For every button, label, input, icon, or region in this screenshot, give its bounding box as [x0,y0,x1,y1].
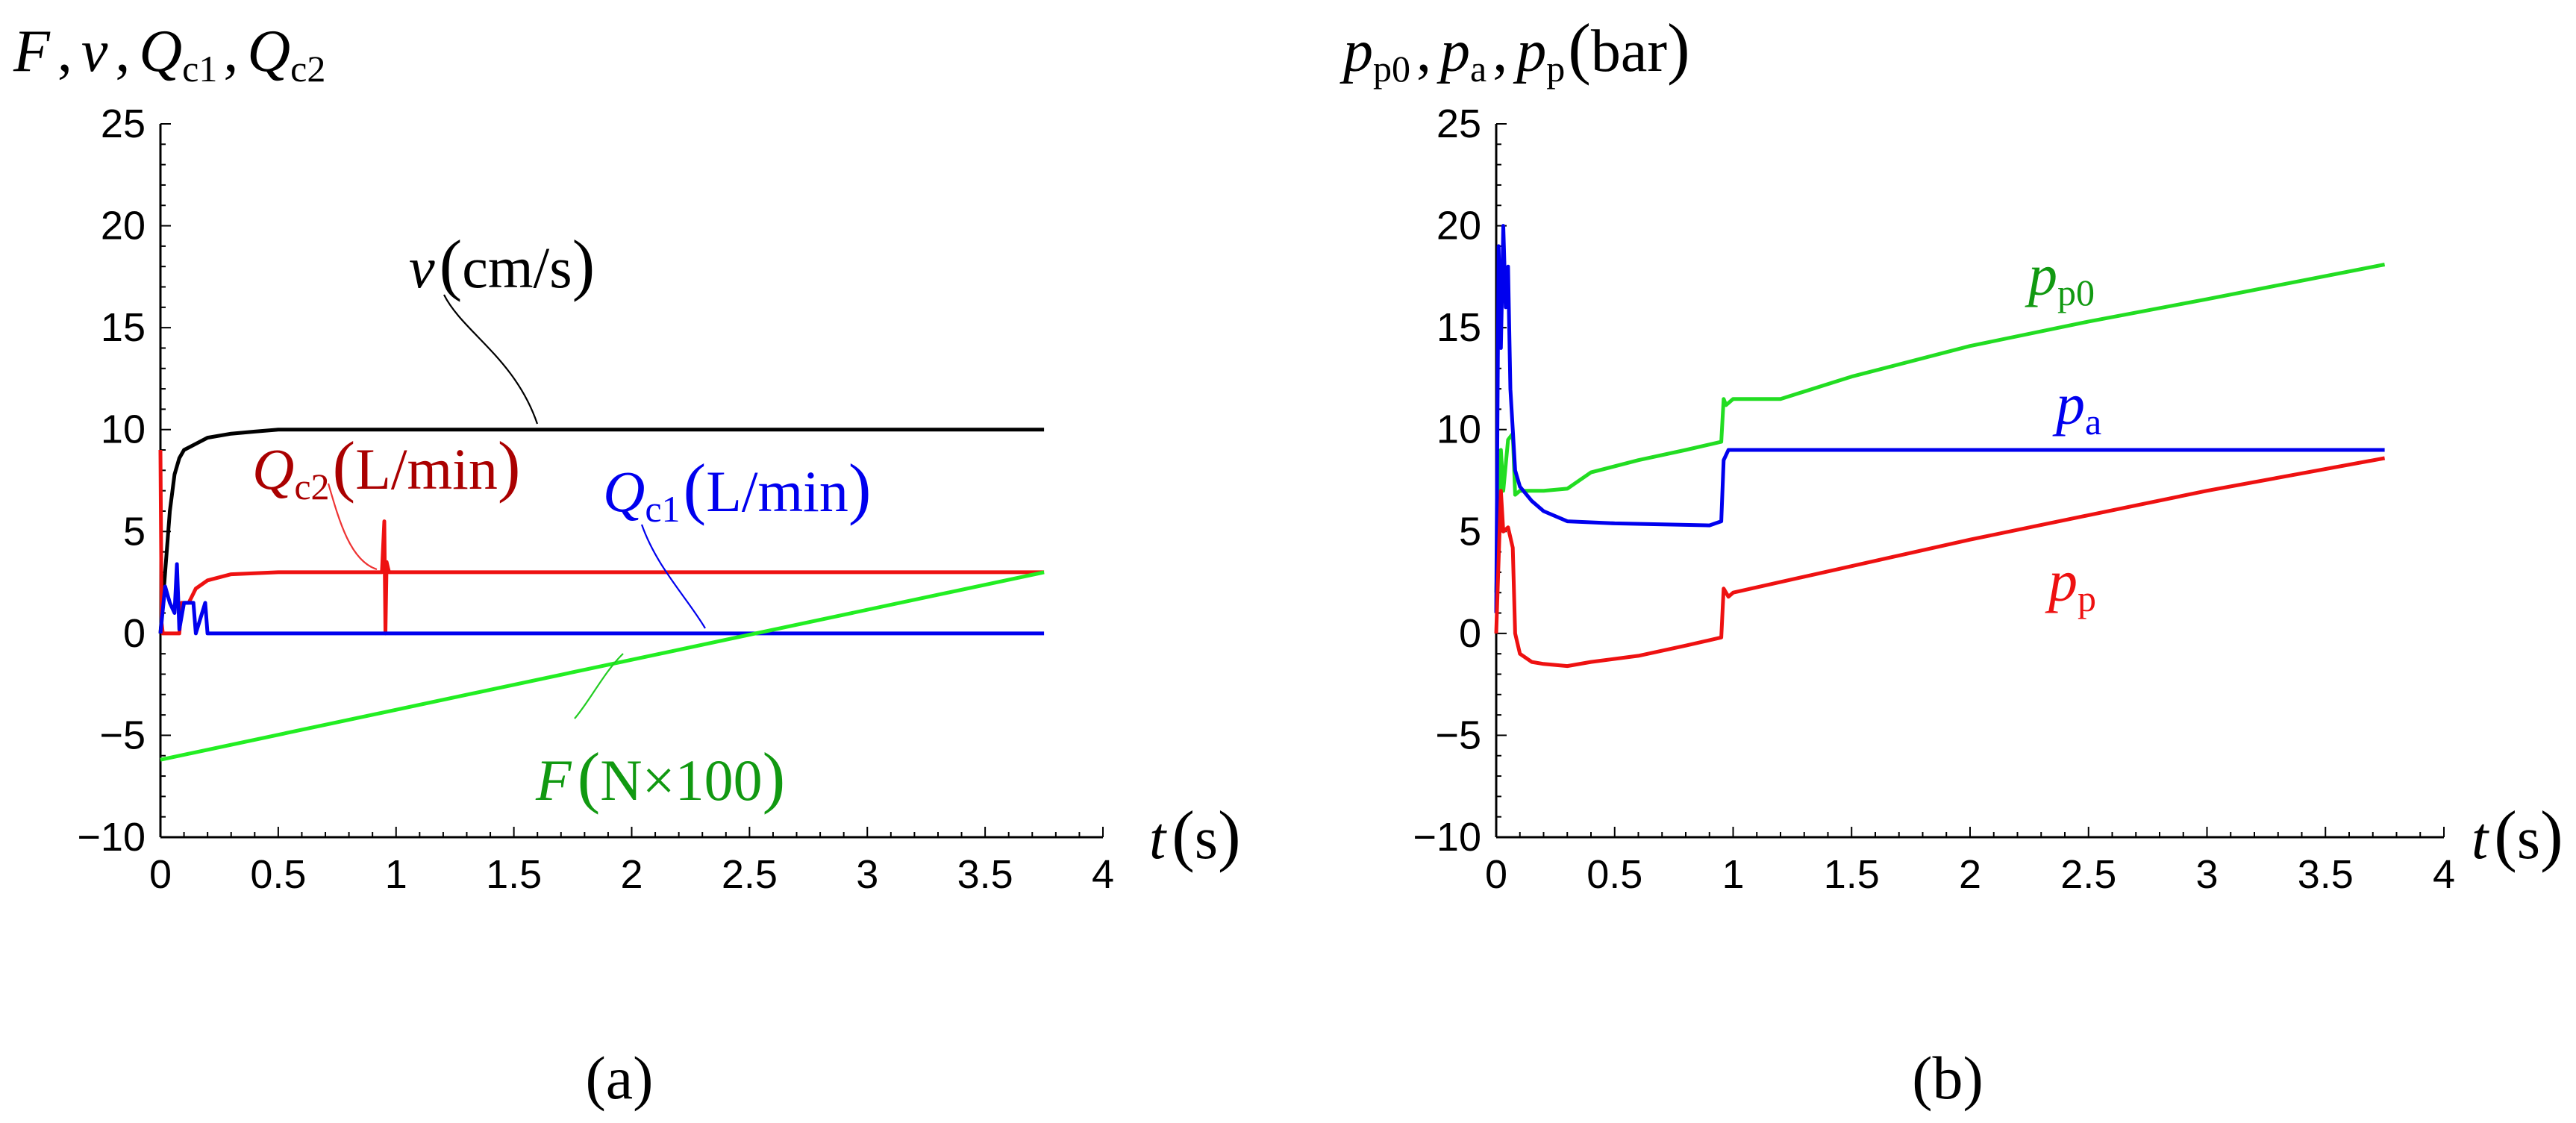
panel-a-x-tick-label: 2.5 [722,852,778,897]
panel-b-y-tick-label: 25 [1437,101,1481,146]
series-line-pa [1494,224,2385,613]
chart-panel-b: pp0, pa, pp(bar) −10 −5 0 5 10 15 20 25 0 0.5 1 1.5 2 2… [1339,10,2563,1112]
panel-a-x-tick-label: 3 [856,852,878,897]
series-line-qc2 [158,449,1045,636]
panel-b-x-tick-label: 3 [2195,852,2218,897]
series-line-v [158,428,1045,634]
annotation-pp: pp [2045,548,2096,619]
panel-a-y-axis-title: F, v, Qc1, Qc2 [13,19,325,90]
panel-a-x-tick-label: 0 [149,852,172,897]
panel-a-x-tick-label: 3.5 [957,852,1013,897]
panel-b-x-tick-label: 0.5 [1586,852,1642,897]
panel-a-y-tick-label: 25 [101,101,146,146]
series-line-qc1 [158,562,1045,636]
panel-b-x-tick-label: 1 [1722,852,1744,897]
series-line-pp [1494,456,2386,669]
annotation-pp0: pp0 [2025,243,2095,313]
leader-line-v [443,294,539,425]
panel-b-x-axis-label: t(s) [2472,797,2563,873]
leader-line-qc1 [640,524,706,629]
panel-a-y-tick-label: 10 [101,407,146,452]
panel-a-y-tick-label: −5 [99,713,146,757]
panel-b-y-tick-label: −10 [1413,815,1481,860]
annotation-pa: pa [2052,372,2101,442]
panel-b-label: (b) [1912,1044,1983,1112]
panel-b-y-tick-label: 15 [1437,305,1481,350]
panel-b-y-tick-label: −5 [1435,713,1481,757]
panel-a-x-axis-label: t(s) [1149,797,1241,873]
panel-a-axes: −10 −5 0 5 10 15 20 25 0 0.5 1 1.5 2 2.5 3 3.5 4 [77,101,1114,897]
panel-b-x-tick-label: 1.5 [1824,852,1880,897]
panel-a-y-tick-label: 15 [101,305,146,350]
panel-b-x-tick-label: 2 [1959,852,1981,897]
series-line-f [160,570,1045,762]
panel-a-x-tick-label: 0.5 [250,852,306,897]
panel-b-x-tick-label: 4 [2433,852,2455,897]
panel-a-y-tick-label: 0 [123,611,146,656]
annotation-qc2: Qc2(L/min) [252,428,521,507]
panel-a-y-tick-label: 20 [101,204,146,248]
panel-a-y-tick-label: 5 [123,509,146,554]
panel-a-x-tick-label: 4 [1092,852,1114,897]
panel-b-y-tick-label: 20 [1437,204,1481,248]
leader-line-qc2 [327,483,378,571]
annotation-f: F(N×100) [535,739,785,815]
panel-a-x-tick-label: 1 [385,852,407,897]
panel-a-x-tick-label: 1.5 [486,852,542,897]
panel-b-x-tick-label: 3.5 [2298,852,2354,897]
leader-line-f [574,653,624,719]
panel-b-x-tick-label: 0 [1485,852,1507,897]
panel-b-y-tick-label: 10 [1437,407,1481,452]
series-line-pp0 [1494,263,2386,593]
panel-a-label: (a) [585,1044,653,1112]
annotation-v: v(cm/s) [409,226,595,302]
panel-a-y-tick-label: −10 [77,815,146,860]
chart-panel-a: F, v, Qc1, Qc2 −10 −5 0 5 10 15 20 25 0 0.5 1 1.5 2 2.5 3… [13,19,1241,1112]
panel-a-series [158,428,1045,762]
panel-b-axes: −10 −5 0 5 10 15 20 25 0 0.5 1 1.5 2 2.5 3 3.5 4 [1413,101,2455,897]
panel-b-x-tick-label: 2.5 [2060,852,2116,897]
panel-b-series [1494,224,2386,669]
panel-b-y-axis-title: pp0, pa, pp(bar) [1339,10,1690,90]
annotation-qc1: Qc1(L/min) [603,450,872,530]
panel-b-y-tick-label: 5 [1459,509,1481,554]
panel-a-x-tick-label: 2 [620,852,643,897]
panel-b-y-tick-label: 0 [1459,611,1481,656]
